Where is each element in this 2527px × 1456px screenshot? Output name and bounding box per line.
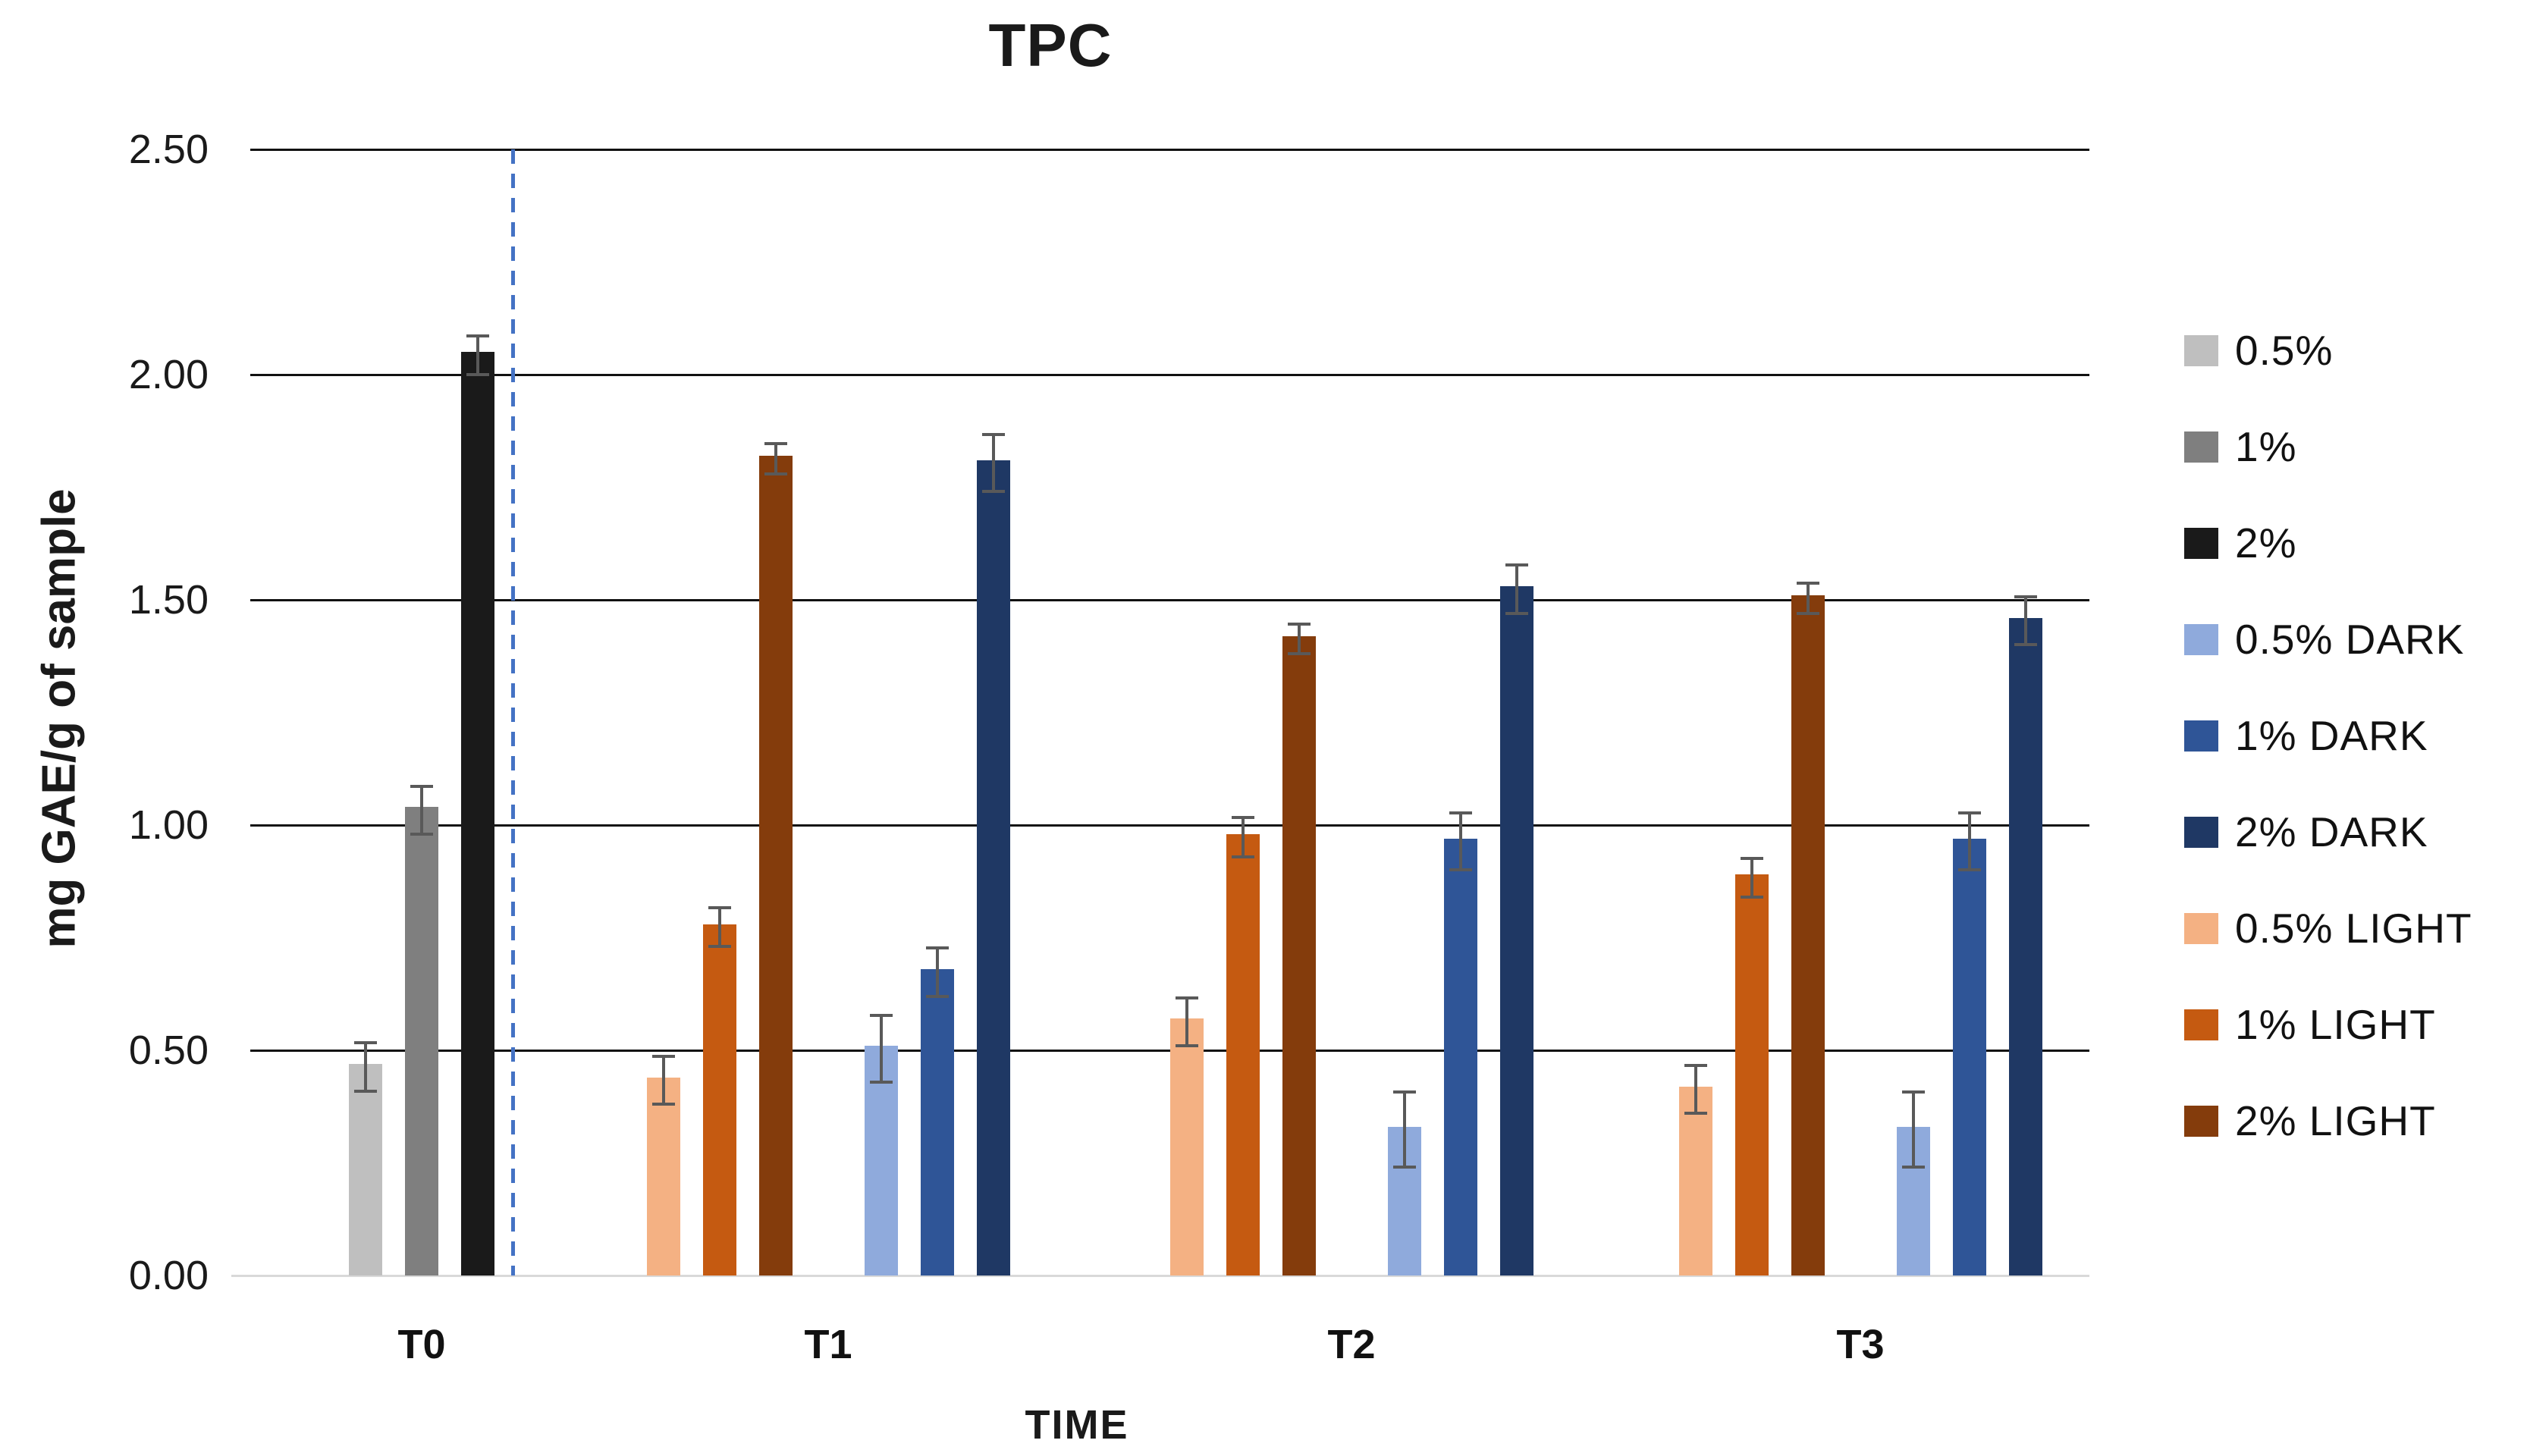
legend-swatch-1pct-light bbox=[2184, 1009, 2218, 1040]
error-bar-t3-1pct-dark bbox=[1957, 811, 1981, 872]
error-bar-t0-0-5pct bbox=[354, 1041, 377, 1093]
x-axis-title: TIME bbox=[1025, 1402, 1129, 1448]
bar-t3-1pct-dark bbox=[1952, 838, 1986, 1276]
error-bar-t1-0-5pct-dark bbox=[869, 1014, 893, 1084]
error-bar-t3-0-5pct-light bbox=[1684, 1063, 1707, 1116]
legend-item-1pct-light: 1% LIGHT bbox=[2184, 1001, 2436, 1048]
bar-t2-2pct-light bbox=[1282, 635, 1316, 1276]
error-bar-t2-1pct-light bbox=[1231, 816, 1254, 858]
gridline-1.00 bbox=[250, 824, 2089, 827]
error-bar-t2-2pct-light bbox=[1287, 622, 1311, 656]
legend-item-2pct: 2% bbox=[2184, 519, 2297, 566]
bar-t1-0-5pct-dark bbox=[864, 1046, 898, 1276]
bar-t3-0-5pct-light bbox=[1678, 1086, 1712, 1276]
legend-label-2pct-light: 2% LIGHT bbox=[2235, 1097, 2436, 1144]
legend-item-2pct-dark: 2% DARK bbox=[2184, 808, 2428, 855]
error-bar-t1-0-5pct-light bbox=[651, 1054, 675, 1106]
legend-swatch-1pct-dark bbox=[2184, 720, 2218, 752]
gridline-0.00 bbox=[231, 1274, 2089, 1277]
error-bar-t1-2pct-light bbox=[764, 442, 787, 475]
error-bar-t0-1pct bbox=[410, 784, 433, 836]
legend-item-0-5pct-dark: 0.5% DARK bbox=[2184, 616, 2465, 663]
legend-swatch-2pct-light bbox=[2184, 1105, 2218, 1137]
gridline-2.00 bbox=[250, 373, 2089, 376]
x-tick-label-t0: T0 bbox=[397, 1322, 446, 1367]
gridline-2.50 bbox=[250, 148, 2089, 151]
bar-t0-0-5pct bbox=[349, 1063, 382, 1276]
y-tick-label-1.00: 1.00 bbox=[128, 802, 209, 848]
legend-swatch-2pct bbox=[2184, 527, 2218, 559]
error-bar-t0-2pct bbox=[466, 334, 489, 377]
legend-label-1pct-dark: 1% DARK bbox=[2235, 712, 2428, 759]
legend-item-0-5pct: 0.5% bbox=[2184, 327, 2334, 374]
bar-t3-2pct-dark bbox=[2008, 617, 2042, 1276]
bar-t2-1pct-light bbox=[1226, 833, 1260, 1276]
bar-t0-2pct bbox=[461, 352, 494, 1276]
bar-t1-1pct-dark bbox=[920, 969, 954, 1276]
legend-swatch-0-5pct-light bbox=[2184, 912, 2218, 944]
legend-label-2pct-dark: 2% DARK bbox=[2235, 808, 2428, 855]
legend-label-2pct: 2% bbox=[2235, 519, 2297, 566]
bar-t2-1pct-dark bbox=[1443, 838, 1477, 1276]
legend-swatch-2pct-dark bbox=[2184, 816, 2218, 848]
separator-dashed-line bbox=[511, 149, 515, 1276]
bar-t1-1pct-light bbox=[702, 924, 736, 1276]
error-bar-t3-1pct-light bbox=[1740, 856, 1763, 899]
gridline-1.50 bbox=[250, 598, 2089, 601]
error-bar-t1-1pct-light bbox=[708, 905, 731, 949]
legend-label-0-5pct: 0.5% bbox=[2235, 327, 2334, 374]
y-tick-label-2.00: 2.00 bbox=[128, 352, 209, 397]
bar-t2-2pct-dark bbox=[1499, 586, 1533, 1276]
error-bar-t1-1pct-dark bbox=[925, 946, 949, 998]
legend-item-0-5pct-light: 0.5% LIGHT bbox=[2184, 905, 2472, 952]
bar-t3-2pct-light bbox=[1791, 595, 1825, 1276]
legend-label-0-5pct-light: 0.5% LIGHT bbox=[2235, 905, 2472, 952]
error-bar-t2-0-5pct-light bbox=[1175, 996, 1198, 1048]
error-bar-t2-2pct-dark bbox=[1505, 563, 1528, 615]
plot-area bbox=[231, 148, 2089, 1277]
y-tick-label-1.50: 1.50 bbox=[128, 577, 209, 623]
error-bar-t2-1pct-dark bbox=[1449, 811, 1472, 872]
chart-title: TPC bbox=[988, 11, 1113, 79]
bar-t3-1pct-light bbox=[1734, 874, 1769, 1276]
legend-swatch-1pct bbox=[2184, 431, 2218, 463]
legend-item-1pct-dark: 1% DARK bbox=[2184, 712, 2428, 759]
y-tick-label-0.00: 0.00 bbox=[128, 1253, 209, 1298]
x-tick-label-t2: T2 bbox=[1327, 1322, 1376, 1367]
bar-t0-1pct bbox=[405, 807, 438, 1276]
error-bar-t1-2pct-dark bbox=[981, 433, 1005, 494]
bar-t2-0-5pct-light bbox=[1169, 1018, 1204, 1276]
legend-swatch-0-5pct-dark bbox=[2184, 623, 2218, 655]
bar-t1-0-5pct-light bbox=[646, 1077, 680, 1276]
error-bar-t3-0-5pct-dark bbox=[1901, 1090, 1925, 1169]
x-tick-label-t3: T3 bbox=[1836, 1322, 1885, 1367]
y-tick-label-2.50: 2.50 bbox=[128, 127, 209, 172]
error-bar-t2-0-5pct-dark bbox=[1392, 1090, 1416, 1169]
legend-label-1pct: 1% bbox=[2235, 423, 2297, 470]
legend-swatch-0-5pct bbox=[2184, 334, 2218, 366]
bar-t1-2pct-light bbox=[758, 455, 793, 1276]
y-axis-title: mg GAE/g of sample bbox=[33, 488, 86, 949]
legend-label-1pct-light: 1% LIGHT bbox=[2235, 1001, 2436, 1048]
legend-item-1pct: 1% bbox=[2184, 423, 2297, 470]
error-bar-t3-2pct-dark bbox=[2014, 595, 2037, 647]
bar-t1-2pct-dark bbox=[976, 460, 1010, 1276]
error-bar-t3-2pct-light bbox=[1796, 582, 1819, 615]
x-tick-label-t1: T1 bbox=[804, 1322, 852, 1367]
y-tick-label-0.50: 0.50 bbox=[128, 1028, 209, 1073]
legend-label-0-5pct-dark: 0.5% DARK bbox=[2235, 616, 2465, 663]
legend-item-2pct-light: 2% LIGHT bbox=[2184, 1097, 2436, 1144]
